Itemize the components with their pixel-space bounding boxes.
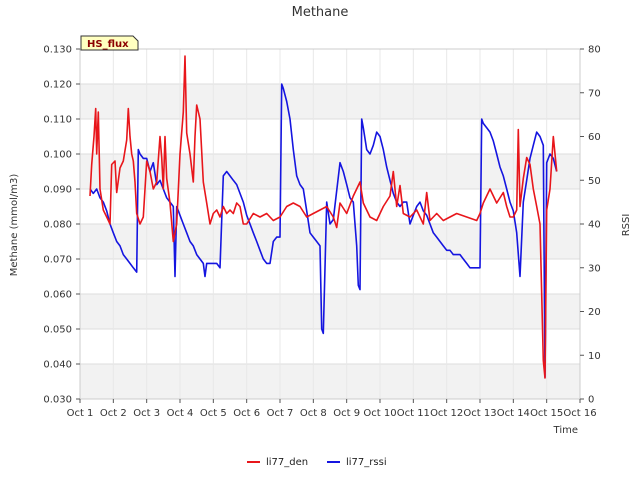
x-tick-label: Oct 2: [100, 408, 127, 419]
y-left-tick-label: 0.130: [43, 45, 72, 56]
legend-label-li77-den: li77_den: [266, 457, 308, 468]
x-tick-label: Oct 5: [200, 408, 227, 419]
series-layer: [89, 55, 558, 379]
badge-shape: [80, 35, 139, 51]
y-axis-right-label: RSSI: [621, 214, 632, 237]
x-tick-label: Oct 15: [530, 408, 563, 419]
y-right-tick-label: 70: [588, 88, 601, 99]
y-left-tick-label: 0.110: [43, 115, 72, 126]
y-left-tick-label: 0.070: [43, 255, 72, 266]
background-band: [80, 329, 580, 364]
y-left-tick-label: 0.040: [43, 360, 72, 371]
legend: li77_den li77_rssi: [247, 457, 387, 468]
series-line-li77-den: [89, 55, 558, 379]
y-axis-right-ticks: 0 10 20 30 40 50 60 70 80: [580, 45, 601, 406]
y-left-tick-label: 0.060: [43, 290, 72, 301]
x-tick-label: Oct 1: [67, 408, 94, 419]
background-band: [80, 119, 580, 154]
chart-title: Methane: [292, 5, 349, 20]
x-tick-label: Oct 10: [363, 408, 396, 419]
x-tick-label: Oct 12: [430, 408, 463, 419]
y-right-tick-label: 50: [588, 176, 601, 187]
y-right-tick-label: 30: [588, 263, 601, 274]
badge-label: HS_flux: [87, 39, 129, 50]
x-tick-label: Oct 6: [233, 408, 260, 419]
plot-background-bands: [80, 49, 580, 399]
background-band: [80, 259, 580, 294]
background-band: [80, 49, 580, 84]
y-left-tick-label: 0.030: [43, 395, 72, 406]
hs-flux-badge: HS_flux: [80, 35, 139, 51]
y-left-tick-label: 0.120: [43, 80, 72, 91]
background-band: [80, 294, 580, 329]
background-band: [80, 224, 580, 259]
y-right-tick-label: 20: [588, 307, 601, 318]
background-band: [80, 189, 580, 224]
x-tick-label: Oct 4: [167, 408, 194, 419]
background-band: [80, 364, 580, 399]
background-band: [80, 84, 580, 119]
y-left-tick-label: 0.050: [43, 325, 72, 336]
y-right-tick-label: 40: [588, 220, 601, 231]
x-tick-label: Oct 13: [463, 408, 496, 419]
y-left-tick-label: 0.090: [43, 185, 72, 196]
y-axis-left-ticks: 0.030 0.040 0.050 0.060 0.070 0.080 0.090 0.100…: [43, 45, 80, 406]
x-axis-ticks: Oct 1 Oct 2 Oct 3 Oct 4 Oct 5 Oct 6 Oct 7 Oct 8…: [67, 399, 597, 419]
x-tick-label: Oct 14: [497, 408, 530, 419]
x-tick-label: Oct 8: [300, 408, 327, 419]
x-axis-label: Time: [553, 425, 578, 436]
y-left-tick-label: 0.080: [43, 220, 72, 231]
y-right-tick-label: 0: [588, 395, 594, 406]
x-tick-label: Oct 7: [267, 408, 294, 419]
y-right-tick-label: 60: [588, 132, 601, 143]
y-right-tick-label: 10: [588, 351, 601, 362]
y-left-tick-label: 0.100: [43, 150, 72, 161]
x-tick-label: Oct 11: [397, 408, 430, 419]
x-tick-label: Oct 3: [133, 408, 160, 419]
x-tick-label: Oct 16: [563, 408, 596, 419]
y-axis-left-label: Methane (mmol/m3): [9, 174, 20, 277]
legend-label-li77-rssi: li77_rssi: [346, 457, 387, 468]
x-tick-label: Oct 9: [333, 408, 360, 419]
y-right-tick-label: 80: [588, 45, 601, 56]
